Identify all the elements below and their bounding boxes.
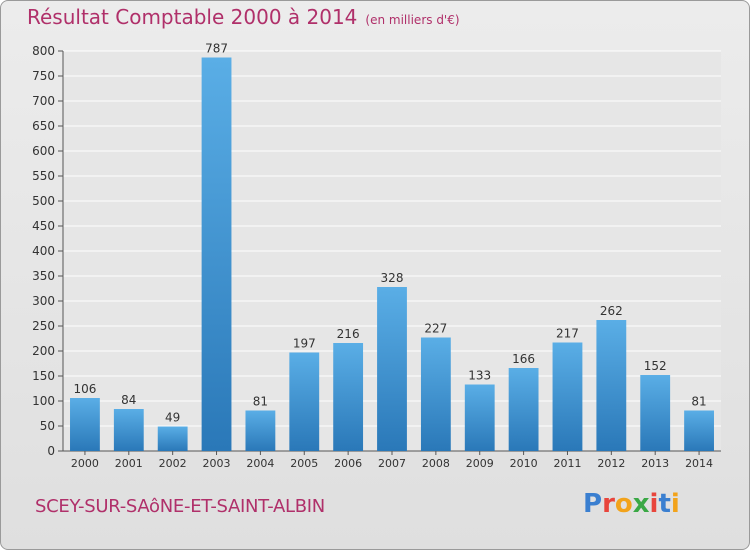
- y-tick-label: 250: [32, 319, 55, 333]
- bar-value-label: 81: [691, 395, 706, 409]
- x-tick-label: 2004: [246, 457, 274, 470]
- x-tick-label: 2013: [641, 457, 669, 470]
- bar-value-label: 166: [512, 352, 535, 366]
- y-tick-label: 800: [32, 44, 55, 58]
- bar-value-label: 262: [600, 304, 623, 318]
- logo-letter: P: [583, 489, 603, 519]
- x-tick-label: 2000: [71, 457, 99, 470]
- y-tick-label: 550: [32, 169, 55, 183]
- y-tick-label: 100: [32, 394, 55, 408]
- proxiti-logo: Proxiti: [583, 489, 680, 519]
- logo-letter: o: [614, 489, 633, 519]
- bar-2013: [640, 375, 671, 451]
- bar-value-label: 787: [205, 42, 228, 56]
- logo-letter: i: [649, 489, 659, 519]
- bar-2011: [552, 342, 583, 451]
- bar-value-label: 106: [73, 382, 96, 396]
- bar-value-label: 227: [424, 322, 447, 336]
- x-tick-label: 2001: [115, 457, 143, 470]
- bar-value-label: 152: [644, 359, 667, 373]
- bar-2012: [596, 320, 627, 451]
- x-tick-label: 2008: [422, 457, 450, 470]
- y-tick-label: 0: [47, 444, 55, 458]
- y-tick-label: 750: [32, 69, 55, 83]
- y-tick-label: 350: [32, 269, 55, 283]
- y-tick-label: 600: [32, 144, 55, 158]
- logo-letter: t: [658, 489, 671, 519]
- logo-letter: i: [670, 489, 680, 519]
- x-tick-label: 2007: [378, 457, 406, 470]
- bar-value-label: 216: [337, 327, 360, 341]
- bar-2003: [201, 57, 232, 451]
- x-tick-label: 2014: [685, 457, 713, 470]
- chart-subtitle: (en milliers d'€): [365, 13, 460, 27]
- chart-title: Résultat Comptable 2000 à 2014 (en millie…: [27, 5, 460, 29]
- y-tick-label: 500: [32, 194, 55, 208]
- y-tick-label: 700: [32, 94, 55, 108]
- bar-value-label: 197: [293, 337, 316, 351]
- x-tick-label: 2010: [510, 457, 538, 470]
- x-tick-label: 2009: [466, 457, 494, 470]
- x-tick-label: 2002: [159, 457, 187, 470]
- bar-2009: [464, 384, 495, 451]
- y-tick-label: 150: [32, 369, 55, 383]
- bar-value-label: 81: [253, 395, 268, 409]
- y-tick-label: 450: [32, 219, 55, 233]
- bar-2001: [113, 409, 144, 451]
- x-tick-label: 2005: [290, 457, 318, 470]
- bar-2010: [508, 368, 539, 451]
- logo-letter: r: [602, 489, 615, 519]
- x-tick-label: 2011: [553, 457, 581, 470]
- logo-letter: x: [632, 489, 650, 519]
- bar-2008: [420, 337, 451, 451]
- y-tick-label: 200: [32, 344, 55, 358]
- bar-2006: [333, 343, 364, 451]
- commune-name: SCEY-SUR-SAôNE-ET-SAINT-ALBIN: [35, 496, 325, 517]
- bar-2002: [157, 426, 188, 451]
- bar-2007: [377, 287, 407, 451]
- x-tick-label: 2012: [597, 457, 625, 470]
- bar-2005: [289, 352, 320, 451]
- bar-value-label: 217: [556, 327, 579, 341]
- y-tick-label: 400: [32, 244, 55, 258]
- bar-2014: [684, 410, 714, 451]
- y-tick-label: 300: [32, 294, 55, 308]
- title-text: Résultat Comptable 2000 à 2014: [27, 5, 358, 29]
- y-tick-label: 50: [40, 419, 55, 433]
- bar-value-label: 84: [121, 393, 136, 407]
- bar-value-label: 49: [165, 411, 180, 425]
- bar-value-label: 133: [468, 369, 491, 383]
- bar-value-label: 328: [381, 271, 404, 285]
- bar-2004: [245, 410, 276, 451]
- x-tick-label: 2006: [334, 457, 362, 470]
- y-tick-label: 650: [32, 119, 55, 133]
- bar-2000: [70, 398, 100, 451]
- x-tick-label: 2003: [203, 457, 231, 470]
